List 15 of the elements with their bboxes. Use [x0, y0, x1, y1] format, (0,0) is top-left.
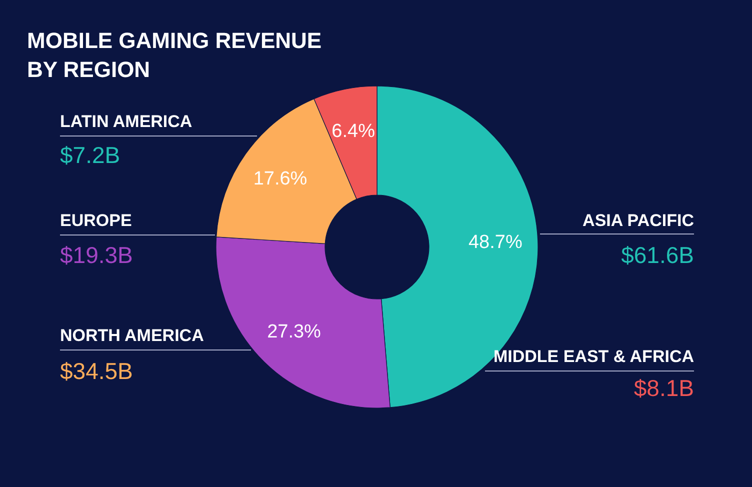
- chart-title: MOBILE GAMING REVENUE BY REGION: [27, 28, 322, 82]
- text: NORTH AMERICA: [60, 326, 204, 345]
- text: ASIA PACIFIC: [582, 211, 694, 230]
- text: $8.1B: [634, 375, 694, 401]
- data-label: 17.6%: [253, 168, 308, 190]
- text: $61.6B: [621, 242, 694, 268]
- text: LATIN AMERICA: [60, 112, 192, 131]
- data-label: 6.4%: [332, 120, 376, 142]
- text: $19.3B: [60, 242, 133, 268]
- text: MIDDLE EAST & AFRICA: [493, 347, 694, 366]
- text: $7.2B: [60, 142, 120, 168]
- data-label: 27.3%: [267, 322, 322, 343]
- text: $34.5B: [60, 358, 133, 384]
- text: EUROPE: [60, 211, 132, 230]
- data-label: 48.7%: [468, 232, 522, 254]
